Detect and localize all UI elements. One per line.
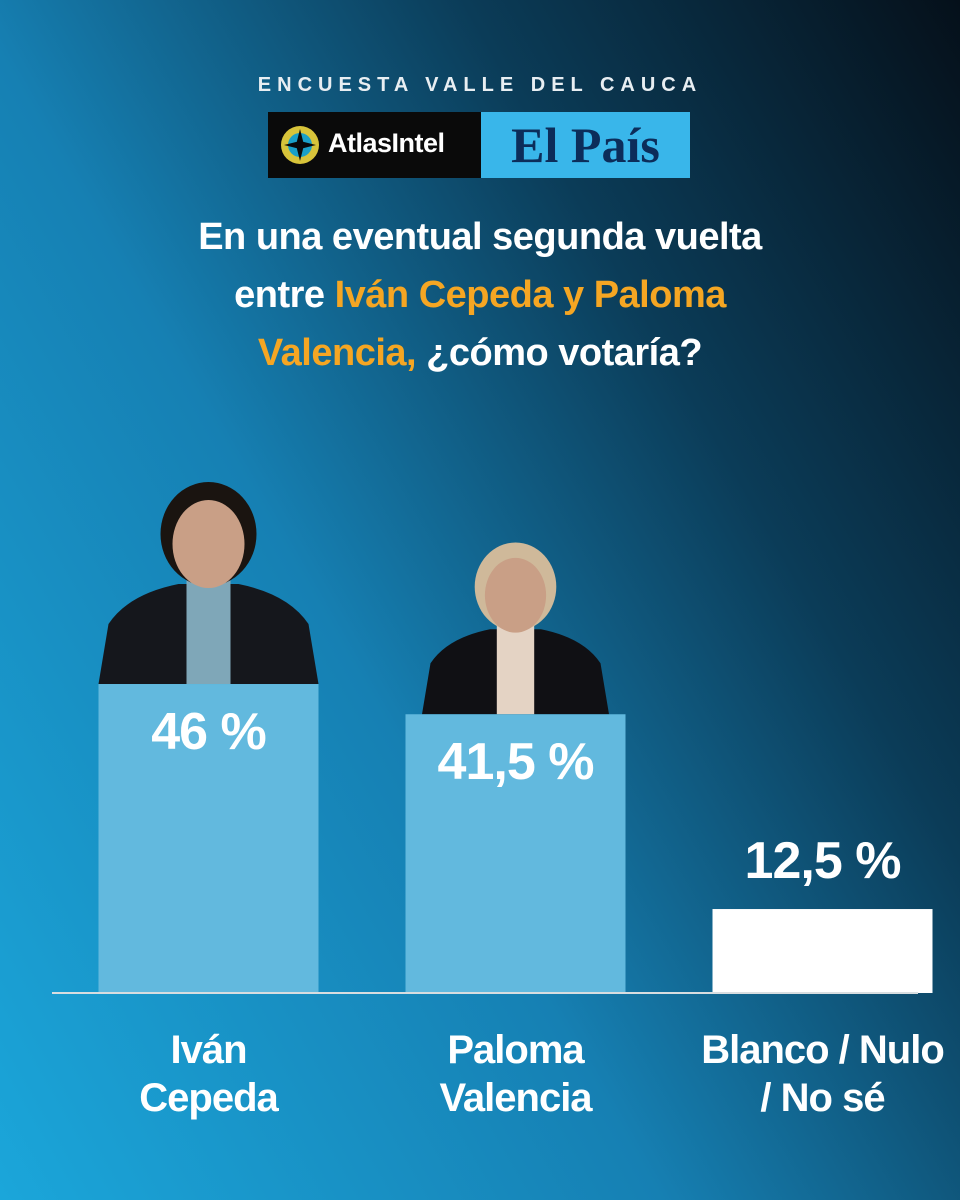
photo-neck <box>186 574 231 685</box>
value-label: 41,5 % <box>437 733 595 792</box>
bar <box>712 909 933 993</box>
photo-face <box>484 557 547 633</box>
logo-elpais: El País <box>481 112 690 178</box>
bar <box>405 714 626 993</box>
title-part: En una eventual segunda vuelta entre <box>198 216 762 316</box>
value-label: 46 % <box>151 703 267 762</box>
chart-title: En una eventual segunda vuelta entre Ivá… <box>170 208 790 382</box>
title-part: ¿cómo votaría? <box>426 332 703 374</box>
logo-text: El País <box>511 117 660 173</box>
bar <box>98 684 319 993</box>
title-part: Iván Cepeda y Paloma Valencia, <box>257 274 726 374</box>
logo-atlasintel: AtlasIntel <box>268 112 481 178</box>
value-label: 12,5 % <box>744 832 902 891</box>
photo-face <box>172 500 245 589</box>
logo-text: AtlasIntel <box>328 128 445 158</box>
photo-neck <box>496 620 535 715</box>
x-tick-label: Blanco / Nulo / No sé <box>701 1028 945 1120</box>
logo-icon <box>281 126 319 164</box>
x-tick-label: Iván Cepeda <box>139 1028 279 1120</box>
header: ENCUESTA VALLE DEL CAUCA <box>257 74 703 96</box>
x-tick-label: Paloma Valencia <box>439 1028 592 1120</box>
